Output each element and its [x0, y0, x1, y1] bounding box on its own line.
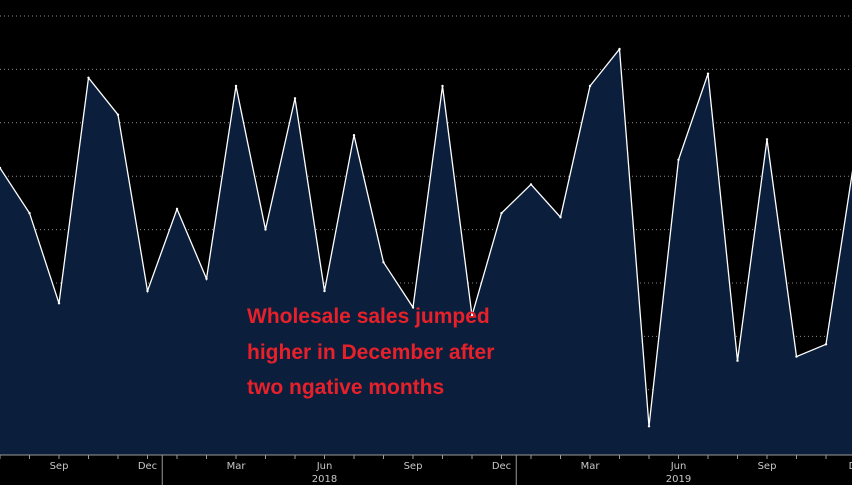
data-point-oct-2019	[795, 355, 798, 358]
data-point-jun-2019	[677, 158, 680, 161]
x-year-label: 2018	[312, 474, 337, 485]
data-point-oct-2018	[441, 84, 444, 88]
x-tick-label: Sep	[758, 461, 777, 472]
data-point-jan-2018	[175, 207, 179, 211]
x-tick-label: Jun	[670, 461, 687, 472]
x-tick-label: Mar	[227, 461, 247, 472]
x-tick-label: Mar	[581, 461, 601, 472]
data-point-may-2018	[293, 97, 297, 100]
data-point-oct-2017	[87, 76, 90, 80]
x-tick-label: Dec	[492, 461, 511, 472]
data-point-jul-2018	[352, 134, 356, 137]
x-tick-label: De	[849, 461, 852, 472]
x-tick-label: Dec	[138, 461, 157, 472]
x-axis-ticks	[0, 455, 827, 459]
x-tick-label: Sep	[50, 461, 69, 472]
sales-area-fill	[0, 49, 852, 455]
data-point-sep-2017	[57, 302, 61, 305]
annotation-line-2: higher in December after	[247, 341, 494, 364]
data-point-aug-2017	[28, 211, 31, 215]
data-point-apr-2018	[264, 228, 267, 231]
data-point-nov-2018	[470, 314, 474, 317]
x-year-label: 2019	[666, 474, 691, 485]
data-point-apr-2019	[618, 47, 621, 51]
data-point-sep-2019	[765, 138, 769, 141]
data-point-dec-2017	[146, 289, 149, 293]
x-tick-label: Sep	[404, 461, 423, 472]
data-point-nov-2017	[116, 113, 120, 116]
data-point-nov-2019	[824, 343, 828, 346]
data-point-sep-2018	[411, 306, 415, 309]
x-axis-year-labels: 2018 2019	[161, 455, 691, 485]
annotation-line-1: Wholesale sales jumped	[247, 305, 490, 328]
x-tick-label: Jun	[316, 461, 333, 472]
data-point-dec-2018	[500, 211, 503, 215]
data-point-aug-2019	[736, 359, 739, 362]
data-point-mar-2018	[234, 84, 238, 88]
data-point-jun-2018	[323, 289, 326, 293]
data-point-jul-2019	[706, 72, 710, 75]
annotation-line-3: two ngative months	[247, 376, 444, 399]
data-points	[0, 47, 828, 428]
data-point-may-2019	[647, 425, 651, 428]
data-point-aug-2018	[382, 261, 385, 264]
data-point-jan-2019	[529, 183, 533, 186]
data-point-feb-2018	[205, 277, 208, 280]
data-point-mar-2019	[588, 84, 592, 88]
data-point-feb-2019	[559, 216, 562, 219]
x-axis-tick-labels: Sep Dec Mar Jun Sep Dec Mar Jun Sep De	[50, 461, 852, 472]
data-point-jul-2017	[0, 166, 2, 170]
